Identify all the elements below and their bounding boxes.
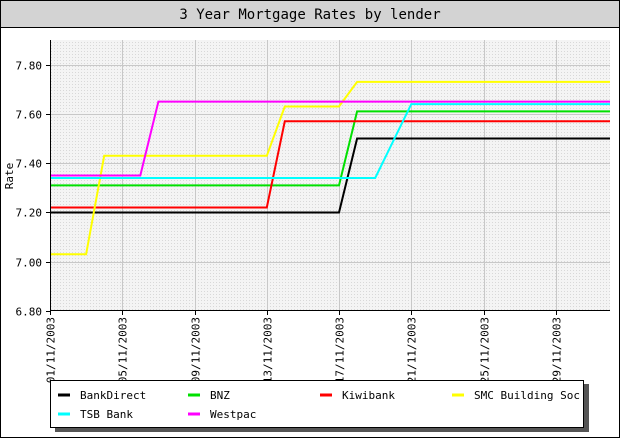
series-line [50,80,610,256]
x-tick-label: 09/11/2003 [190,317,203,383]
series-line [50,120,610,209]
legend-label: BNZ [210,389,230,402]
y-tick-label: 7.00 [16,257,43,270]
legend-label: SMC Building Soc [474,389,580,402]
series-line [50,137,610,214]
legend-label: Westpac [210,408,256,421]
y-tick-label: 7.80 [16,60,43,73]
y-axis-label: Rate [3,163,16,190]
legend-label: TSB Bank [80,408,133,421]
y-tick-label: 7.20 [16,207,43,220]
x-tick-label: 29/11/2003 [551,317,564,383]
series-line [50,110,610,187]
legend-label: BankDirect [80,389,146,402]
plot-area [50,40,610,311]
x-tick-label: 13/11/2003 [262,317,275,383]
legend: BankDirect BNZ Kiwibank SMC Building Soc TSB… [58,389,580,421]
y-tick-label: 6.80 [16,306,43,319]
legend-label: Kiwibank [342,389,395,402]
y-tick-label: 7.40 [16,158,43,171]
y-tick-label: 7.60 [16,109,43,122]
x-tick-label: 25/11/2003 [479,317,492,383]
x-tick-label: 17/11/2003 [334,317,347,383]
chart-title: 3 Year Mortgage Rates by lender [179,7,440,23]
x-tick-label: 01/11/2003 [45,317,58,383]
legend-box [50,380,584,428]
y-ticks: 6.80 7.00 7.20 7.40 7.60 7.80 [16,60,50,319]
series-lines [50,80,610,256]
x-ticks: 01/11/2003 05/11/2003 09/11/2003 13/11/2003… [45,311,564,383]
title-bar [1,1,619,27]
series-line [50,103,610,179]
series-line [50,100,610,177]
x-tick-label: 21/11/2003 [406,317,419,383]
x-tick-label: 05/11/2003 [117,317,130,383]
